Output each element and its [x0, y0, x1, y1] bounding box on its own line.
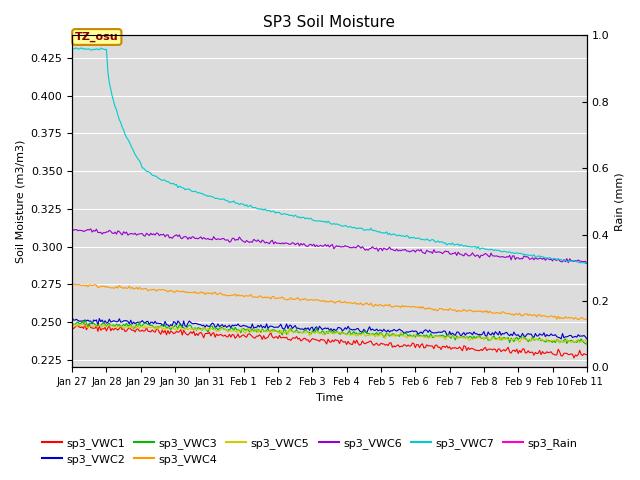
X-axis label: Time: Time: [316, 393, 343, 403]
Y-axis label: Soil Moisture (m3/m3): Soil Moisture (m3/m3): [15, 140, 25, 263]
Text: TZ_osu: TZ_osu: [75, 32, 118, 42]
Title: SP3 Soil Moisture: SP3 Soil Moisture: [264, 15, 396, 30]
Legend: sp3_VWC1, sp3_VWC2, sp3_VWC3, sp3_VWC4, sp3_VWC5, sp3_VWC6, sp3_VWC7, sp3_Rain: sp3_VWC1, sp3_VWC2, sp3_VWC3, sp3_VWC4, …: [38, 433, 582, 469]
Y-axis label: Rain (mm): Rain (mm): [615, 172, 625, 231]
